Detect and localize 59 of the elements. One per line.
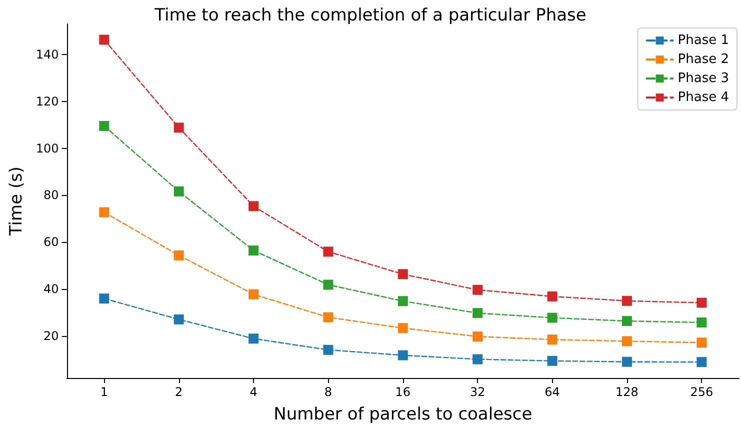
point [547,356,558,366]
x-tick-label: 256 [690,385,714,399]
point [547,334,558,345]
point [696,357,707,368]
x-tick-label: 1 [100,385,108,399]
y-tick-label: 80 [44,188,59,202]
point [472,284,483,295]
point [248,245,259,256]
legend-label: Phase 1 [678,33,730,48]
point [622,296,632,306]
point [547,291,558,302]
x-tick-label: 128 [616,385,638,399]
point [99,207,110,218]
y-tick-label: 20 [44,328,59,343]
point [323,246,334,257]
x-tick-label: 2 [175,385,183,399]
point [622,316,632,326]
x-tick-label: 32 [470,385,486,399]
y-tick-label: 140 [36,47,59,62]
point [398,269,408,280]
point [174,314,184,324]
y-tick-label: 60 [44,235,59,250]
point [323,312,334,322]
y-tick-label: 100 [36,141,59,156]
point [174,186,184,196]
point [99,120,110,131]
point [472,332,483,342]
y-axis-title: Time (s) [6,166,26,237]
point [398,350,408,360]
point [248,201,259,212]
point [622,336,632,346]
y-tick-label: 40 [44,282,59,296]
point [248,289,259,300]
legend-label: Phase 2 [678,52,730,67]
point [99,34,110,45]
x-tick-label: 4 [250,385,258,399]
point [472,354,483,364]
point [174,122,184,133]
point [696,338,707,348]
point [622,356,632,367]
point [323,280,334,290]
x-axis-title: Number of parcels to coalesce [274,404,532,424]
x-tick-label: 16 [395,385,411,399]
point [547,312,558,323]
y-tick-label: 120 [36,94,59,108]
point [248,334,259,344]
point [472,308,483,318]
point [174,250,184,260]
point [696,317,707,328]
point [398,296,408,306]
point [99,294,110,304]
point [696,298,707,308]
chart-title: Time to reach the completion of a particular Phase [154,6,586,26]
x-tick-label: 8 [324,385,332,399]
legend-label: Phase 3 [678,71,730,86]
point [323,344,334,355]
legend-label: Phase 4 [678,90,730,105]
point [398,323,408,334]
x-tick-label: 64 [544,385,560,399]
